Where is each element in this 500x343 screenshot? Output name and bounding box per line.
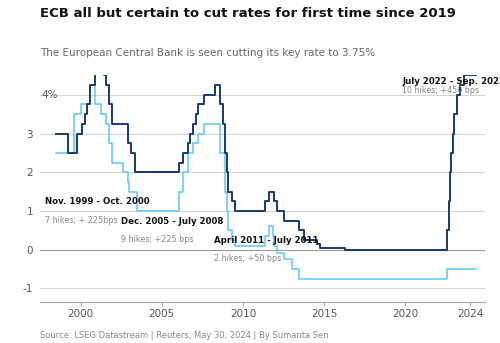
Text: 9 hikes; +225 bps: 9 hikes; +225 bps [121, 235, 194, 244]
Text: The European Central Bank is seen cutting its key rate to 3.75%: The European Central Bank is seen cuttin… [40, 48, 375, 58]
Text: 2 hikes; +50 bps: 2 hikes; +50 bps [214, 254, 281, 263]
Text: ECB all but certain to cut rates for first time since 2019: ECB all but certain to cut rates for fir… [40, 7, 456, 20]
Text: Dec. 2005 - July 2008: Dec. 2005 - July 2008 [121, 217, 224, 226]
Text: 4%: 4% [42, 90, 58, 100]
Text: July 2022 - Sep. 2023: July 2022 - Sep. 2023 [402, 78, 500, 86]
Text: April 2011 - July 2011: April 2011 - July 2011 [214, 236, 318, 245]
Text: Source: LSEG Datastream | Reuters, May 30, 2024 | By Sumanta Sen: Source: LSEG Datastream | Reuters, May 3… [40, 331, 329, 340]
Text: 10 hikes; +450 bps: 10 hikes; +450 bps [402, 86, 479, 95]
Text: Nov. 1999 - Oct. 2000: Nov. 1999 - Oct. 2000 [45, 197, 150, 206]
Text: 7 hikes; + 225bps: 7 hikes; + 225bps [45, 215, 118, 225]
